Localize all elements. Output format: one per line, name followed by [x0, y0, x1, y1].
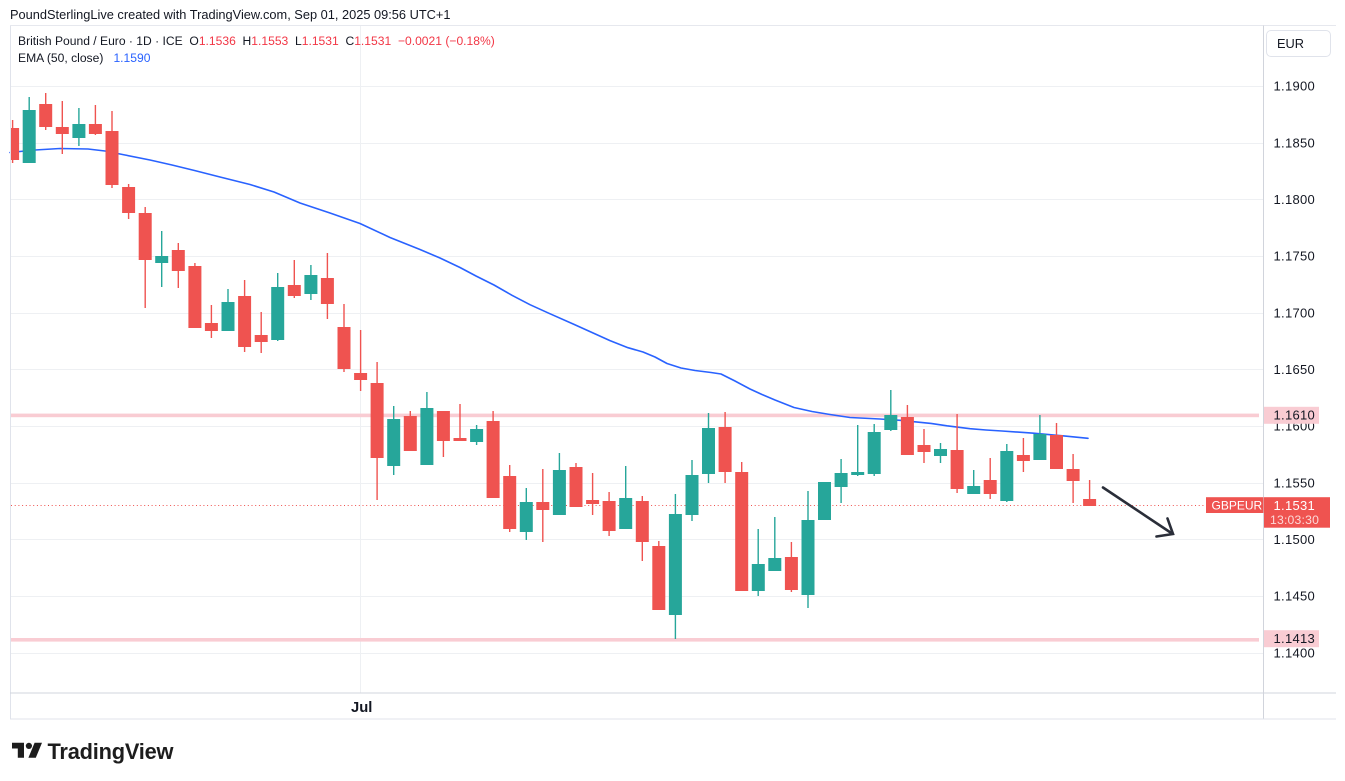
svg-text:1.1800: 1.1800	[1274, 192, 1316, 207]
svg-text:EUR: EUR	[1277, 36, 1304, 51]
svg-text:TradingView: TradingView	[48, 739, 174, 764]
svg-text:1.1900: 1.1900	[1274, 79, 1316, 94]
svg-text:GBPEUR: GBPEUR	[1212, 499, 1263, 513]
svg-text:British Pound / Euro · 1D · IC: British Pound / Euro · 1D · ICE O1.1536 …	[18, 34, 495, 48]
svg-text:13:03:30: 13:03:30	[1270, 513, 1319, 527]
svg-text:EMA (50, close) 1.1590: EMA (50, close) 1.1590	[18, 51, 151, 65]
svg-text:1.1750: 1.1750	[1274, 249, 1316, 264]
svg-text:1.1400: 1.1400	[1274, 645, 1316, 660]
svg-text:PoundSterlingLive created with: PoundSterlingLive created with TradingVi…	[10, 7, 450, 22]
svg-text:1.1450: 1.1450	[1274, 589, 1316, 604]
svg-text:1.1550: 1.1550	[1274, 475, 1316, 490]
svg-text:1.1500: 1.1500	[1274, 532, 1316, 547]
svg-text:1.1413: 1.1413	[1274, 631, 1316, 646]
svg-text:1.1850: 1.1850	[1274, 135, 1316, 150]
svg-text:1.1531: 1.1531	[1274, 498, 1316, 513]
svg-text:1.1610: 1.1610	[1274, 408, 1316, 423]
svg-text:1.1650: 1.1650	[1274, 362, 1316, 377]
svg-text:Jul: Jul	[351, 700, 372, 716]
svg-text:1.1700: 1.1700	[1274, 305, 1316, 320]
